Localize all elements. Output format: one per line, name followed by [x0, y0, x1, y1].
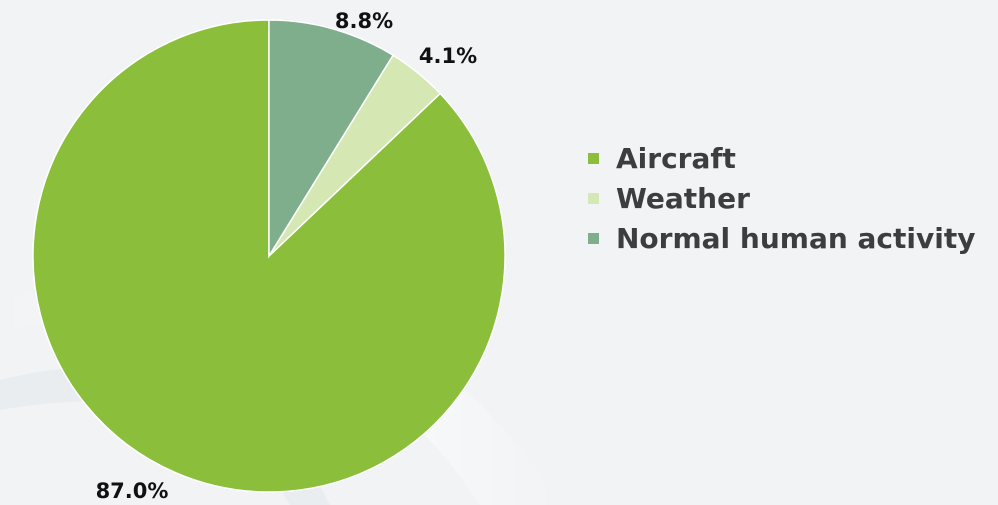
- legend-swatch-normal-human-activity: [588, 232, 599, 244]
- legend-item-normal-human-activity: Normal human activity: [588, 218, 975, 258]
- data-label-normal-human-activity: 8.8%: [335, 9, 393, 33]
- legend-label-normal-human-activity: Normal human activity: [616, 221, 976, 255]
- legend-item-weather: Weather: [588, 178, 975, 218]
- chart-legend: Aircraft Weather Normal human activity: [588, 138, 975, 258]
- pie-slice-normal-human-activity: [268, 19, 395, 259]
- data-label-weather: 4.1%: [419, 44, 477, 68]
- data-label-aircraft: 87.0%: [96, 479, 169, 503]
- legend-swatch-aircraft: [588, 152, 599, 164]
- legend-item-aircraft: Aircraft: [588, 138, 975, 178]
- legend-label-aircraft: Aircraft: [616, 141, 736, 175]
- legend-label-weather: Weather: [616, 181, 750, 215]
- legend-swatch-weather: [588, 192, 599, 204]
